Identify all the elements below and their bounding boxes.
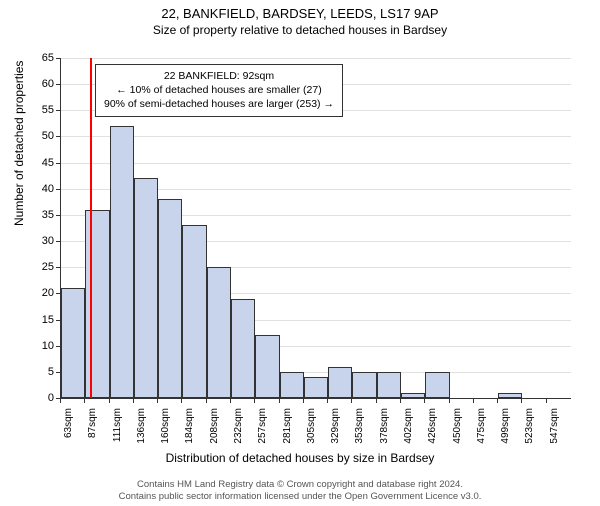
gridline xyxy=(61,58,571,59)
ytick-mark xyxy=(56,267,61,268)
ytick-mark xyxy=(56,136,61,137)
xtick-label: 111sqm xyxy=(112,408,123,442)
xtick-mark xyxy=(254,398,255,403)
xtick-mark xyxy=(157,398,158,403)
ytick-label: 35 xyxy=(24,209,54,221)
xtick-label: 426sqm xyxy=(427,408,438,444)
xtick-label: 499sqm xyxy=(500,408,511,444)
ytick-label: 45 xyxy=(24,157,54,169)
info-line-1: 22 BANKFIELD: 92sqm xyxy=(104,69,334,83)
ytick-label: 60 xyxy=(24,78,54,90)
xtick-label: 281sqm xyxy=(282,408,293,444)
xtick-mark xyxy=(449,398,450,403)
xtick-mark xyxy=(206,398,207,403)
ytick-mark xyxy=(56,110,61,111)
histogram-bar xyxy=(110,126,134,398)
xtick-label: 184sqm xyxy=(184,408,195,444)
xtick-mark xyxy=(351,398,352,403)
chart-container: 22, BANKFIELD, BARDSEY, LEEDS, LS17 9AP … xyxy=(0,6,600,506)
histogram-bar xyxy=(498,393,522,398)
x-axis-label: Distribution of detached houses by size … xyxy=(0,451,600,465)
histogram-bar xyxy=(61,288,85,398)
histogram-bar xyxy=(377,372,401,398)
xtick-label: 232sqm xyxy=(233,408,244,444)
histogram-bar xyxy=(280,372,304,398)
xtick-mark xyxy=(303,398,304,403)
ytick-mark xyxy=(56,215,61,216)
xtick-mark xyxy=(60,398,61,403)
histogram-bar xyxy=(255,335,279,398)
ytick-label: 20 xyxy=(24,287,54,299)
histogram-bar xyxy=(85,210,109,398)
xtick-label: 378sqm xyxy=(379,408,390,444)
xtick-label: 353sqm xyxy=(354,408,365,444)
ytick-label: 50 xyxy=(24,130,54,142)
ytick-mark xyxy=(56,189,61,190)
histogram-bar xyxy=(207,267,231,398)
xtick-mark xyxy=(327,398,328,403)
ytick-label: 40 xyxy=(24,183,54,195)
xtick-label: 329sqm xyxy=(330,408,341,444)
ytick-mark xyxy=(56,58,61,59)
chart-subtitle: Size of property relative to detached ho… xyxy=(0,23,600,37)
xtick-label: 160sqm xyxy=(160,408,171,444)
page-title: 22, BANKFIELD, BARDSEY, LEEDS, LS17 9AP xyxy=(0,6,600,21)
xtick-mark xyxy=(133,398,134,403)
xtick-mark xyxy=(279,398,280,403)
xtick-label: 257sqm xyxy=(257,408,268,444)
xtick-label: 523sqm xyxy=(524,408,535,444)
xtick-mark xyxy=(84,398,85,403)
info-line-3: 90% of semi-detached houses are larger (… xyxy=(104,97,334,111)
xtick-mark xyxy=(497,398,498,403)
xtick-mark xyxy=(424,398,425,403)
histogram-bar xyxy=(231,299,255,398)
gridline xyxy=(61,136,571,137)
histogram-bar xyxy=(352,372,376,398)
xtick-label: 87sqm xyxy=(87,408,98,438)
xtick-mark xyxy=(473,398,474,403)
info-box: 22 BANKFIELD: 92sqm ← 10% of detached ho… xyxy=(95,64,343,117)
ytick-mark xyxy=(56,84,61,85)
gridline xyxy=(61,163,571,164)
ytick-mark xyxy=(56,241,61,242)
ytick-label: 65 xyxy=(24,52,54,64)
histogram-bar xyxy=(401,393,425,398)
marker-line xyxy=(90,58,92,398)
xtick-mark xyxy=(376,398,377,403)
xtick-label: 547sqm xyxy=(549,408,560,444)
xtick-mark xyxy=(400,398,401,403)
footer-line-1: Contains HM Land Registry data © Crown c… xyxy=(0,479,600,491)
xtick-label: 475sqm xyxy=(476,408,487,444)
ytick-mark xyxy=(56,163,61,164)
ytick-label: 55 xyxy=(24,104,54,116)
xtick-label: 136sqm xyxy=(136,408,147,444)
histogram-bar xyxy=(158,199,182,398)
xtick-mark xyxy=(230,398,231,403)
xtick-label: 305sqm xyxy=(306,408,317,444)
footer-attribution: Contains HM Land Registry data © Crown c… xyxy=(0,479,600,503)
chart-area: 05101520253035404550556065 63sqm87sqm111… xyxy=(60,58,570,398)
histogram-bar xyxy=(182,225,206,398)
ytick-label: 25 xyxy=(24,261,54,273)
histogram-bar xyxy=(134,178,158,398)
xtick-label: 450sqm xyxy=(452,408,463,444)
xtick-label: 208sqm xyxy=(209,408,220,444)
ytick-label: 30 xyxy=(24,235,54,247)
xtick-label: 402sqm xyxy=(403,408,414,444)
ytick-label: 15 xyxy=(24,314,54,326)
ytick-label: 5 xyxy=(24,366,54,378)
histogram-bar xyxy=(425,372,449,398)
info-line-2: ← 10% of detached houses are smaller (27… xyxy=(104,83,334,97)
histogram-bar xyxy=(328,367,352,398)
xtick-mark xyxy=(181,398,182,403)
histogram-bar xyxy=(304,377,328,398)
xtick-mark xyxy=(521,398,522,403)
ytick-label: 0 xyxy=(24,392,54,404)
ytick-label: 10 xyxy=(24,340,54,352)
xtick-mark xyxy=(546,398,547,403)
footer-line-2: Contains public sector information licen… xyxy=(0,491,600,503)
xtick-mark xyxy=(109,398,110,403)
xtick-label: 63sqm xyxy=(63,408,74,438)
